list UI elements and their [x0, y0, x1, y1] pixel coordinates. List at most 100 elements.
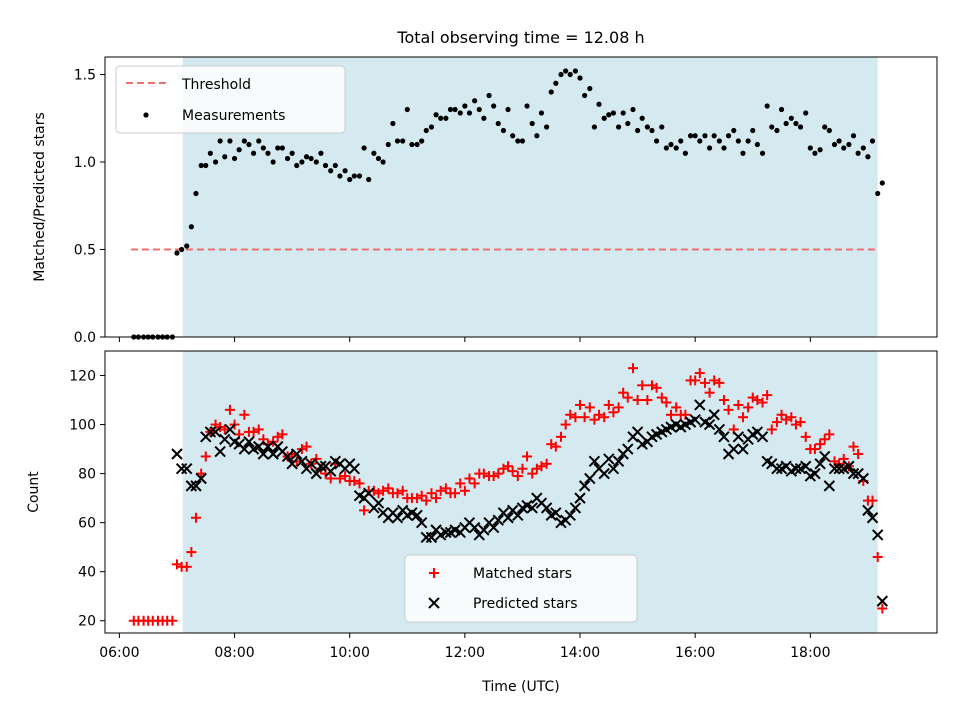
- time-x-tick-label: 06:00: [99, 645, 139, 661]
- measurement-point: [178, 246, 185, 253]
- matched-star-point: [699, 377, 710, 388]
- matched-star-point: [354, 478, 365, 489]
- predicted-star-point: [224, 423, 236, 436]
- measurement-point: [591, 124, 598, 130]
- measurement-point: [356, 173, 363, 179]
- predicted-star-point: [425, 531, 438, 544]
- count-y-tick-label: 100: [69, 418, 96, 434]
- predicted-star-point: [622, 443, 634, 455]
- measurement-point: [250, 150, 257, 156]
- measurement-point: [390, 120, 396, 127]
- matched-star-point: [651, 382, 662, 393]
- predicted-star-point: [790, 462, 802, 475]
- threshold-legend-label: Threshold: [181, 77, 251, 93]
- measurement-point: [673, 145, 679, 151]
- measurement-point: [860, 145, 866, 151]
- predicted-star-point: [181, 462, 193, 475]
- predicted-star-point: [415, 516, 428, 529]
- predicted-star-point: [253, 440, 265, 453]
- predicted-star-point: [876, 595, 889, 607]
- measurement-point: [610, 110, 617, 116]
- matched-star-point: [383, 483, 394, 494]
- time-x-tick-label: 10:00: [330, 645, 370, 661]
- measurement-point: [797, 124, 804, 130]
- measurement-point: [783, 120, 789, 127]
- predicted-star-point: [391, 512, 404, 524]
- counts-legend: Matched stars Predicted stars: [404, 554, 638, 623]
- predicted-star-point: [238, 443, 251, 455]
- measurement-point: [303, 154, 310, 160]
- matched-star-point: [599, 412, 610, 423]
- matched-star-point: [560, 419, 571, 430]
- measurement-point: [481, 115, 487, 121]
- measurement-point: [265, 150, 271, 156]
- predicted-star-point: [843, 460, 855, 472]
- predicted-star-point: [578, 480, 591, 492]
- predicted-star-point: [262, 440, 274, 453]
- predicted-star-point: [584, 472, 596, 485]
- matched-star-point: [618, 387, 629, 398]
- measurement-point: [774, 127, 780, 134]
- matched-legend-label: Matched stars: [473, 566, 572, 582]
- measurement-point: [807, 145, 813, 151]
- predicted-star-point: [708, 409, 720, 421]
- matched-star-point: [556, 431, 567, 442]
- predicted-star-point: [468, 521, 481, 534]
- time-x-tick-label: 12:00: [445, 645, 485, 661]
- measurement-point: [400, 138, 406, 144]
- measurement-point: [246, 141, 252, 148]
- matched-star-point: [478, 468, 489, 479]
- matched-star-point: [709, 375, 720, 386]
- matched-star-point: [584, 402, 595, 413]
- count-y-tick-label: 60: [78, 516, 96, 532]
- measurement-point: [174, 250, 180, 256]
- ratio-y-tick-label: 1.0: [74, 155, 96, 171]
- measurement-point: [803, 110, 809, 116]
- predicted-star-point: [175, 462, 188, 475]
- measurement-point: [500, 127, 507, 134]
- matched-star-point: [743, 402, 754, 413]
- measurement-point: [538, 110, 545, 116]
- measurement-point: [846, 141, 852, 148]
- matched-star-point: [469, 478, 480, 489]
- predicted-star-point: [487, 521, 500, 534]
- measurement-point: [366, 176, 372, 183]
- predicted-star-point: [603, 453, 615, 465]
- matched-star-point: [378, 485, 389, 496]
- predicted-star-point: [823, 480, 836, 492]
- measurement-point: [419, 138, 425, 144]
- predicted-star-point: [526, 502, 538, 514]
- matched-star-point: [575, 399, 586, 410]
- measurement-point: [524, 103, 530, 109]
- measurement-point: [198, 162, 204, 169]
- matched-star-point: [248, 426, 259, 437]
- measurement-point: [433, 112, 439, 118]
- measurement-point: [279, 145, 285, 151]
- measurement-point: [351, 173, 357, 179]
- matched-star-point: [795, 417, 806, 428]
- measurement-point: [394, 138, 401, 144]
- measurement-point: [423, 127, 429, 134]
- matched-star-point: [570, 412, 581, 423]
- matched-star-point: [718, 395, 729, 406]
- matched-star-point: [714, 377, 725, 388]
- measurement-point: [548, 89, 554, 95]
- measurement-point: [270, 159, 276, 165]
- matched-star-point: [181, 561, 192, 572]
- measurement-point: [634, 127, 641, 134]
- measurement-point: [606, 112, 612, 118]
- matched-star-point: [671, 402, 682, 413]
- predicted-star-point: [209, 426, 222, 438]
- predicted-star-point: [598, 467, 610, 480]
- matched-star-point: [512, 471, 523, 482]
- predicted-star-point: [281, 450, 294, 463]
- measurement-point: [256, 138, 262, 144]
- matched-star-point: [771, 417, 782, 428]
- matched-star-point: [301, 441, 312, 452]
- matched-star-point: [325, 473, 336, 484]
- measurement-point: [486, 92, 492, 99]
- measurement-point: [831, 141, 838, 148]
- measurement-point: [653, 138, 660, 144]
- measurement-point: [682, 150, 688, 156]
- predicted-star-point: [492, 514, 504, 526]
